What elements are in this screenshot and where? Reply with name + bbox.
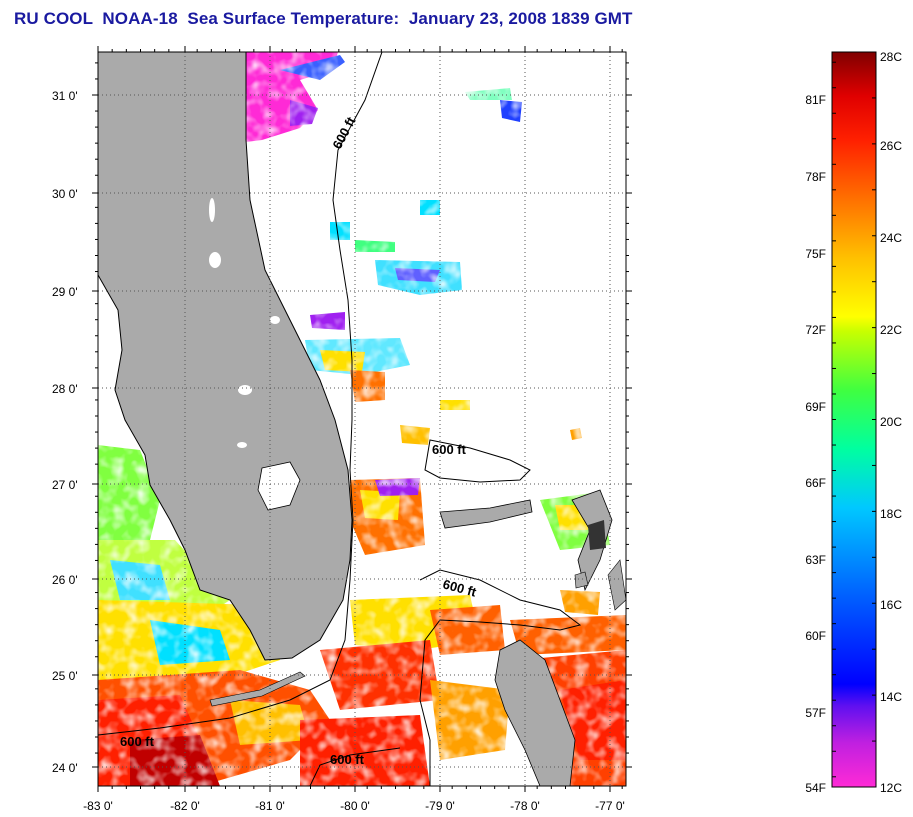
fahrenheit-label: 63F	[805, 553, 826, 567]
map-title: RU COOL NOAA-18 Sea Surface Temperature:…	[14, 9, 633, 28]
colorbar-gradient	[831, 51, 877, 788]
depth-contours	[98, 52, 582, 786]
y-tick-label: 27 0'	[52, 478, 78, 492]
y-tick-label: 31 0'	[52, 89, 78, 103]
fahrenheit-label: 60F	[805, 629, 826, 643]
x-tick-label: -77 0'	[595, 799, 625, 813]
map-frame	[97, 51, 627, 787]
fahrenheit-label: 57F	[805, 706, 826, 720]
celsius-label: 18C	[880, 507, 902, 521]
land-layer	[98, 52, 626, 786]
fahrenheit-label: 78F	[805, 170, 826, 184]
x-tick-label: -80 0'	[340, 799, 370, 813]
contour-label-south: 600 ft	[330, 752, 365, 767]
contour-label-keys: 600 ft	[120, 734, 155, 749]
celsius-label: 16C	[880, 598, 902, 612]
y-tick-label: 28 0'	[52, 382, 78, 396]
celsius-label: 14C	[880, 690, 902, 704]
celsius-label: 20C	[880, 415, 902, 429]
y-tick-label: 26 0'	[52, 573, 78, 587]
fahrenheit-label: 66F	[805, 476, 826, 490]
y-tick-label: 25 0'	[52, 669, 78, 683]
celsius-label: 24C	[880, 231, 902, 245]
fahrenheit-label: 54F	[805, 781, 826, 795]
y-tick-label: 29 0'	[52, 285, 78, 299]
y-axis-labels: 31 0' 30 0' 29 0' 28 0' 27 0' 26 0' 25 0…	[52, 89, 78, 775]
axis-ticks	[92, 46, 632, 792]
temperature-colorbar: 28C 26C 24C 22C 20C 18C 16C 14C 12C 81F …	[805, 50, 902, 795]
fahrenheit-label: 69F	[805, 400, 826, 414]
y-tick-label: 30 0'	[52, 187, 78, 201]
colorbar-fahrenheit-labels: 81F 78F 75F 72F 69F 66F 63F 60F 57F 54F	[805, 93, 826, 795]
celsius-label: 26C	[880, 139, 902, 153]
x-tick-label: -82 0'	[170, 799, 200, 813]
celsius-label: 12C	[880, 781, 902, 795]
celsius-label: 22C	[880, 323, 902, 337]
map-grid	[98, 52, 626, 786]
fahrenheit-label: 72F	[805, 323, 826, 337]
map-plot-area: 600 ft 600 ft 600 ft 600 ft 600 ft	[98, 52, 626, 786]
y-tick-label: 24 0'	[52, 761, 78, 775]
x-axis-labels: -83 0' -82 0' -81 0' -80 0' -79 0' -78 0…	[83, 799, 625, 813]
fahrenheit-label: 81F	[805, 93, 826, 107]
x-tick-label: -79 0'	[425, 799, 455, 813]
colorbar-celsius-labels: 28C 26C 24C 22C 20C 18C 16C 14C 12C	[880, 50, 902, 795]
x-tick-label: -83 0'	[83, 799, 113, 813]
contour-label-grand-bahama: 600 ft	[432, 442, 467, 457]
celsius-label: 28C	[880, 50, 902, 64]
x-tick-label: -81 0'	[255, 799, 285, 813]
x-tick-label: -78 0'	[510, 799, 540, 813]
fahrenheit-label: 75F	[805, 247, 826, 261]
